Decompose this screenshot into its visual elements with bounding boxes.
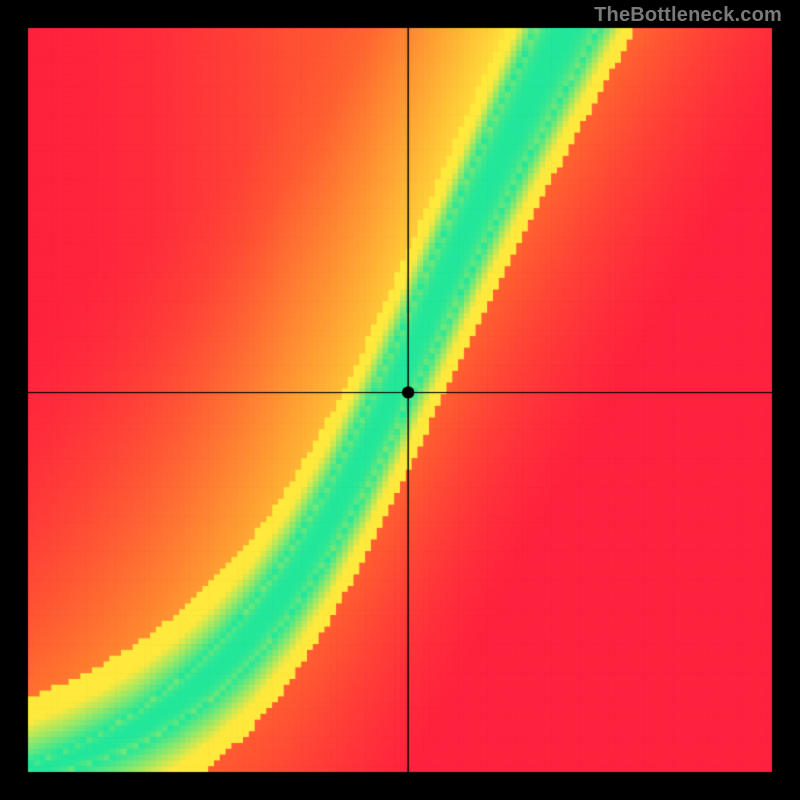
chart-container: TheBottleneck.com	[0, 0, 800, 800]
watermark-text: TheBottleneck.com	[594, 4, 782, 27]
bottleneck-heatmap	[0, 0, 800, 800]
